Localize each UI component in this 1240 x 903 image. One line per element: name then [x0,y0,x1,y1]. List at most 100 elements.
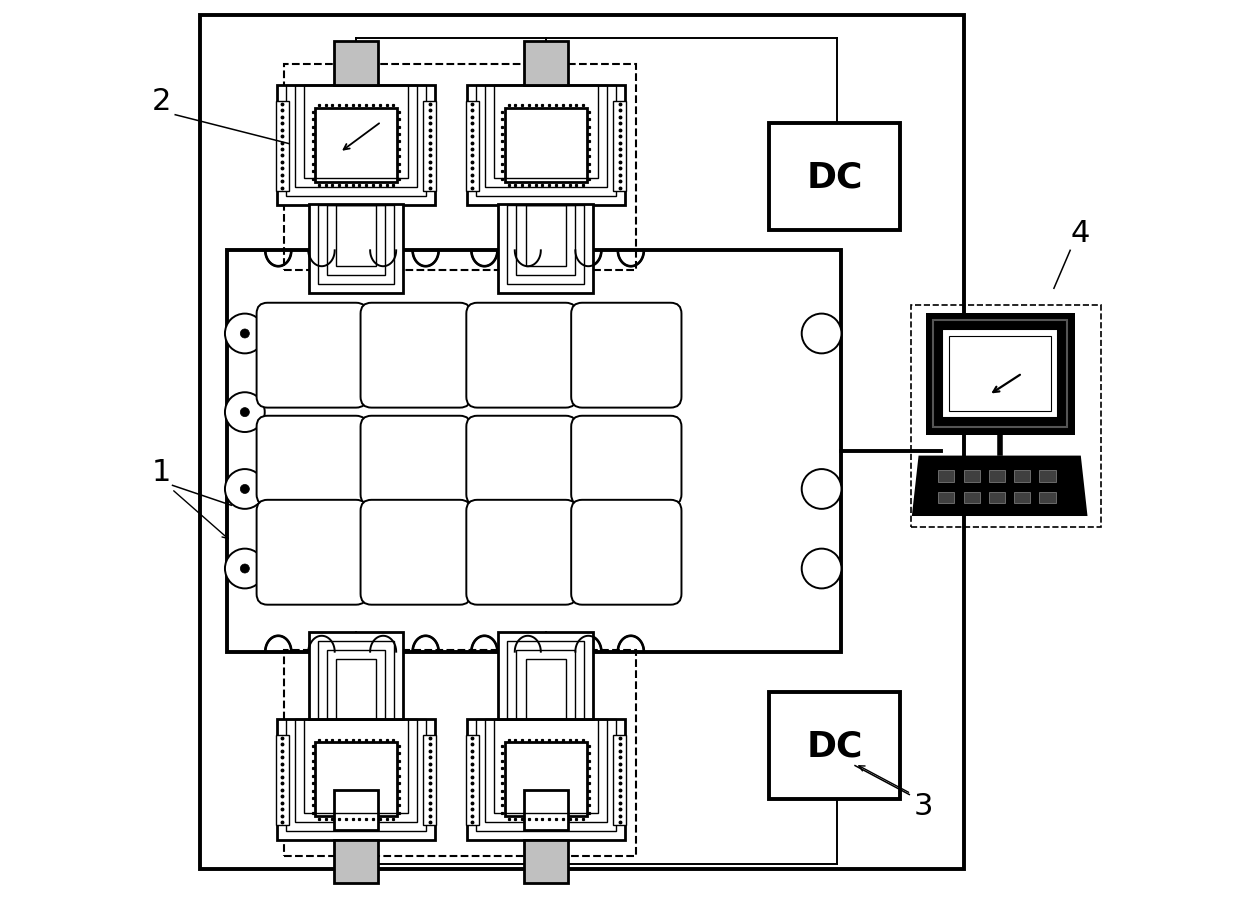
Circle shape [241,564,249,573]
Bar [614,101,626,191]
FancyBboxPatch shape [572,416,682,506]
FancyBboxPatch shape [572,500,682,605]
Bar [494,720,598,813]
Circle shape [802,314,842,354]
Bar [336,659,377,720]
Bar [466,735,479,825]
Bar [988,492,1006,504]
Bar [942,330,1059,419]
Circle shape [241,485,249,494]
Text: 4: 4 [1070,219,1090,248]
Bar [317,641,394,720]
Bar [1014,470,1030,482]
Circle shape [224,393,264,433]
FancyBboxPatch shape [361,500,471,605]
Bar [304,720,408,813]
Bar [505,109,587,183]
Circle shape [224,549,264,589]
Bar [277,735,289,825]
Bar [277,720,435,840]
Bar [505,742,587,816]
FancyBboxPatch shape [361,303,471,408]
Bar [335,790,378,830]
Bar [335,42,378,86]
Bar [227,251,842,652]
Bar [315,742,397,816]
Bar [309,632,403,720]
Bar [335,840,378,883]
Bar [517,206,575,275]
Bar [498,632,593,720]
FancyBboxPatch shape [572,303,682,408]
Circle shape [224,314,264,354]
Bar [526,659,567,720]
Circle shape [241,408,249,417]
Bar [284,650,636,856]
Circle shape [224,470,264,509]
Bar [949,337,1052,412]
Bar [336,206,377,266]
Bar [932,321,1068,428]
Text: 1: 1 [151,458,171,487]
Bar [525,840,568,883]
Bar [284,65,636,271]
Bar [309,204,403,293]
Bar [295,720,417,822]
Bar [911,306,1101,527]
Bar [466,86,625,206]
Bar [963,470,980,482]
Bar [507,206,584,284]
Bar [1039,470,1055,482]
Bar [326,650,386,720]
Bar [939,492,955,504]
Bar [326,206,386,275]
Bar [304,86,408,179]
Bar [476,86,616,197]
Bar [525,42,568,86]
Bar [317,206,394,284]
Bar [423,735,436,825]
Bar [423,101,436,191]
Text: 3: 3 [914,792,934,821]
Bar [963,492,980,504]
Bar [769,693,900,799]
Bar [200,16,963,869]
Circle shape [802,470,842,509]
FancyBboxPatch shape [257,416,367,506]
Bar [526,206,567,266]
Bar [295,86,417,188]
Bar [286,720,427,831]
FancyBboxPatch shape [361,416,471,506]
Bar [277,86,435,206]
Bar [525,790,568,830]
Bar [286,86,427,197]
Bar [315,109,397,183]
Bar [939,470,955,482]
Bar [925,313,1075,435]
FancyBboxPatch shape [257,500,367,605]
FancyBboxPatch shape [466,500,577,605]
Bar [476,720,616,831]
Text: DC: DC [806,160,863,194]
Bar [466,720,625,840]
Text: DC: DC [806,729,863,763]
Bar [466,101,479,191]
Circle shape [802,549,842,589]
FancyBboxPatch shape [466,416,577,506]
Bar [1014,492,1030,504]
FancyBboxPatch shape [257,303,367,408]
Bar [1039,492,1055,504]
Bar [769,124,900,230]
Bar [277,101,289,191]
FancyBboxPatch shape [466,303,577,408]
Bar [507,641,584,720]
Bar [498,204,593,293]
Bar [614,735,626,825]
Bar [988,470,1006,482]
Polygon shape [914,458,1085,515]
Bar [494,86,598,179]
Circle shape [241,330,249,339]
Bar [517,650,575,720]
Text: 2: 2 [151,88,171,116]
Bar [485,86,606,188]
